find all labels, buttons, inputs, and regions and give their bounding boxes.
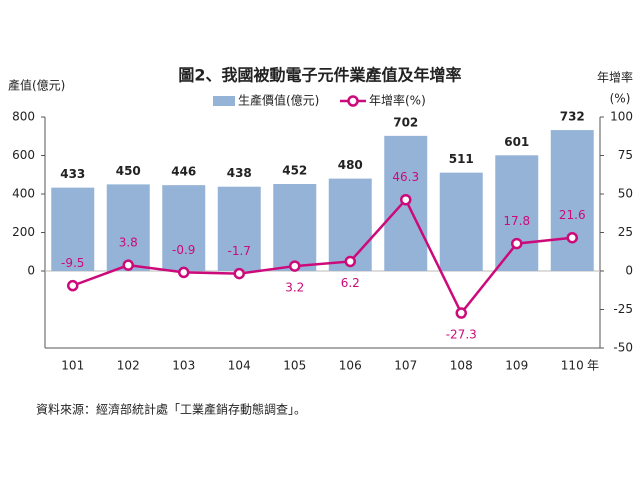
y2-tick-label: 0 <box>625 264 633 278</box>
x-tick-label: 109 <box>505 359 528 373</box>
bar-label: 702 <box>393 115 418 129</box>
line-marker <box>344 255 356 268</box>
bar <box>273 183 317 271</box>
bar-label: 438 <box>227 166 252 180</box>
source-note: 資料來源：經濟部統計處「工業產銷存動態調查」。 <box>36 402 306 417</box>
line-label: 3.2 <box>285 281 304 295</box>
line-marker <box>289 260 301 272</box>
line-marker <box>400 193 412 206</box>
x-tick-label: 101 <box>61 359 84 373</box>
line-label: -27.3 <box>446 328 477 342</box>
y-tick-label: 400 <box>12 187 35 201</box>
line-marker <box>178 266 190 279</box>
y-axis-label: 產值(億元) <box>8 78 65 93</box>
bar <box>162 185 206 271</box>
y2-axis-unit: (%) <box>610 92 631 106</box>
x-tick-label: 102 <box>117 359 140 373</box>
bar <box>550 130 594 271</box>
line-label: 17.8 <box>503 214 530 228</box>
bar <box>439 172 483 271</box>
x-tick-label: 108 <box>450 359 473 373</box>
bar-label: 452 <box>282 163 307 177</box>
line-marker <box>511 237 523 250</box>
bar-label: 732 <box>560 110 585 124</box>
x-tick-label: 107 <box>394 359 417 373</box>
x-tick-label: 110 <box>561 359 584 373</box>
y2-tick-label: 100 <box>610 110 633 124</box>
x-tick-label: 104 <box>228 359 251 373</box>
legend-marker <box>347 95 359 107</box>
line-label: -1.7 <box>228 244 251 258</box>
chart-title: 圖2、我國被動電子元件業產值及年增率 <box>178 66 461 85</box>
line-label: 3.8 <box>119 236 138 250</box>
line-label: 6.2 <box>341 276 360 290</box>
bar-label: 511 <box>449 152 474 166</box>
y-tick-label: 0 <box>27 264 35 278</box>
line-label: -9.5 <box>61 256 84 270</box>
line <box>72 197 573 316</box>
y-tick-label: 800 <box>12 110 35 124</box>
y-tick-label: 200 <box>12 225 35 239</box>
bar-label: 480 <box>338 158 363 172</box>
y2-tick-label: 75 <box>618 148 633 162</box>
bar <box>328 178 372 271</box>
x-axis-label: 年 <box>587 359 599 373</box>
x-tick-label: 106 <box>339 359 362 373</box>
y2-tick-label: -25 <box>613 302 633 316</box>
x-tick-label: 103 <box>172 359 195 373</box>
x-tick-label: 105 <box>283 359 306 373</box>
line-label: 46.3 <box>392 170 419 184</box>
line-marker <box>233 267 245 280</box>
bar-label: 450 <box>116 164 141 178</box>
y2-axis-label: 年增率 <box>597 70 633 85</box>
line-marker <box>566 231 578 244</box>
legend-label: 年增率(%) <box>369 93 426 108</box>
y2-tick-label: 25 <box>618 225 633 239</box>
y2-tick-label: 50 <box>618 187 633 201</box>
legend-swatch <box>213 96 235 106</box>
y2-tick-label: -50 <box>613 341 633 355</box>
line-marker <box>67 279 79 292</box>
bar-label: 446 <box>171 165 196 179</box>
line-label: 21.6 <box>559 208 586 222</box>
line-marker <box>122 259 134 271</box>
line-label: -0.9 <box>172 243 195 257</box>
y-tick-label: 600 <box>12 148 35 162</box>
bar <box>106 184 150 271</box>
legend-label: 生產價值(億元) <box>238 93 319 108</box>
bar <box>51 187 95 271</box>
bar <box>495 155 539 271</box>
line-marker <box>455 307 467 319</box>
bar-label: 601 <box>504 135 529 149</box>
bar <box>217 186 261 271</box>
bar-label: 433 <box>60 167 85 181</box>
